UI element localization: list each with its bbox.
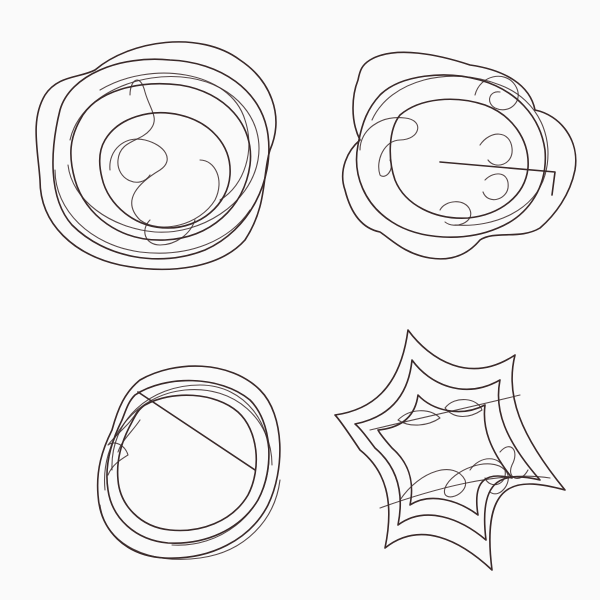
orange-rose-inner	[98, 112, 231, 229]
gold-cluster-mid	[355, 74, 547, 238]
gold-loop-right	[479, 133, 513, 166]
coral-petal-edge	[107, 409, 139, 476]
orange-rose-swirl-5	[54, 169, 251, 254]
plum-star-outer	[334, 329, 566, 571]
gold-rose-shape	[341, 51, 577, 260]
orange-rose-petal-2	[52, 58, 270, 260]
orange-rose-swirl-2	[117, 79, 155, 183]
plum-star-core	[377, 394, 513, 516]
plum-star-scribble-2	[379, 475, 551, 509]
orange-rose-shape	[35, 41, 277, 271]
plum-star-scribble-5	[499, 446, 529, 479]
gold-loop-left	[359, 117, 419, 177]
coral-inner-disc	[116, 394, 258, 532]
gold-cluster-inner	[389, 98, 529, 219]
coral-rose-shape	[96, 365, 281, 560]
coral-outer-ring	[96, 365, 281, 559]
gold-cluster-line	[439, 161, 556, 196]
coral-spiral-2	[103, 388, 273, 491]
plum-star-scribble-1	[399, 463, 509, 501]
plum-star-shape	[334, 329, 566, 571]
gold-cluster-outer	[341, 51, 577, 260]
gold-loop-bottom	[439, 201, 472, 226]
orange-rose-swirl-6	[144, 219, 196, 246]
gold-loop-bottom-right	[482, 173, 509, 201]
orange-rose-swirl-4	[99, 72, 250, 201]
gold-loop-top	[474, 75, 519, 111]
plum-star-accent-lavender	[397, 410, 441, 426]
gold-cluster-swirl	[371, 75, 549, 226]
orange-rose-swirl-3	[109, 138, 220, 228]
orange-rose-outer-petal	[35, 41, 277, 271]
coral-spiral-3	[99, 479, 281, 560]
plum-star-scribble-3	[369, 394, 521, 431]
plum-star-inner	[354, 359, 541, 541]
orange-rose-petal-3	[70, 82, 252, 241]
coral-mid-ring	[106, 379, 270, 544]
coral-petal-edge-2	[117, 419, 141, 453]
plum-star-accent-gold	[444, 399, 483, 418]
coral-diagonal	[137, 391, 256, 471]
coral-spiral-1	[111, 384, 270, 546]
plum-star-scribble-4	[469, 458, 506, 486]
